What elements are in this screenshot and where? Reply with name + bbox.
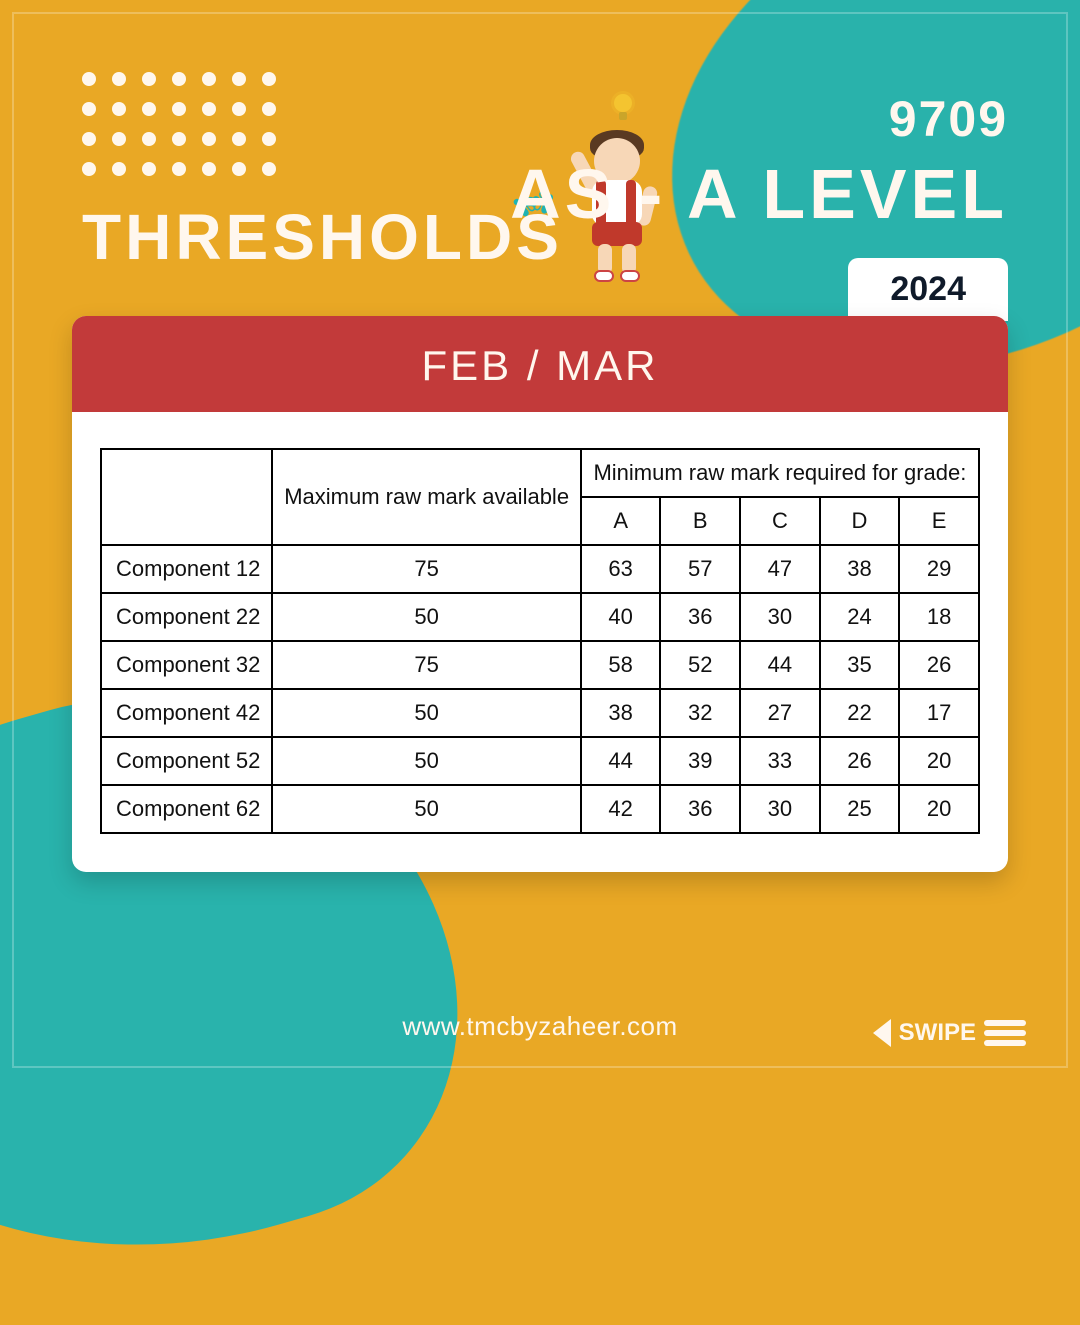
row-mark: 30: [740, 785, 820, 833]
row-mark: 26: [899, 641, 979, 689]
year-pill: 2024: [848, 258, 1008, 321]
row-mark: 36: [660, 785, 740, 833]
row-label: Component 42: [101, 689, 272, 737]
table-row: Component 32755852443526: [101, 641, 979, 689]
row-mark: 35: [820, 641, 900, 689]
row-mark: 40: [581, 593, 661, 641]
row-mark: 33: [740, 737, 820, 785]
row-label: Component 12: [101, 545, 272, 593]
row-mark: 24: [820, 593, 900, 641]
level-title: AS - A LEVEL: [510, 154, 1008, 234]
table-span-header: Minimum raw mark required for grade:: [581, 449, 979, 497]
chevron-left-icon: [873, 1019, 891, 1047]
table-grade-header: A: [581, 497, 661, 545]
row-label: Component 52: [101, 737, 272, 785]
subject-code: 9709: [510, 90, 1008, 148]
thresholds-card: FEB / MAR Maximum raw mark available Min…: [72, 316, 1008, 872]
table-row: Component 62504236302520: [101, 785, 979, 833]
row-mark: 57: [660, 545, 740, 593]
table-row: Component 52504439332620: [101, 737, 979, 785]
row-max: 50: [272, 593, 580, 641]
row-mark: 38: [581, 689, 661, 737]
row-mark: 39: [660, 737, 740, 785]
row-mark: 63: [581, 545, 661, 593]
row-label: Component 22: [101, 593, 272, 641]
row-mark: 32: [660, 689, 740, 737]
row-mark: 27: [740, 689, 820, 737]
session-header: FEB / MAR: [72, 316, 1008, 412]
table-blank-header: [101, 449, 272, 545]
title-thresholds: THRESHOLDS: [82, 200, 563, 274]
table-grade-header: E: [899, 497, 979, 545]
row-label: Component 32: [101, 641, 272, 689]
row-mark: 26: [820, 737, 900, 785]
table-row: Component 42503832272217: [101, 689, 979, 737]
row-mark: 29: [899, 545, 979, 593]
swipe-indicator: SWIPE: [873, 1016, 1026, 1050]
row-max: 75: [272, 545, 580, 593]
swipe-label: SWIPE: [899, 1019, 976, 1047]
table-max-header: Maximum raw mark available: [272, 449, 580, 545]
swipe-lines-icon: [984, 1016, 1026, 1050]
row-mark: 47: [740, 545, 820, 593]
table-grade-header: C: [740, 497, 820, 545]
table-row: Component 12756357473829: [101, 545, 979, 593]
dot-grid-icon: [82, 72, 276, 176]
row-mark: 38: [820, 545, 900, 593]
row-max: 75: [272, 641, 580, 689]
table-grade-header: B: [660, 497, 740, 545]
row-mark: 36: [660, 593, 740, 641]
header-right: 9709 AS - A LEVEL: [510, 90, 1008, 234]
table-row: Component 22504036302418: [101, 593, 979, 641]
row-mark: 25: [820, 785, 900, 833]
row-mark: 18: [899, 593, 979, 641]
row-max: 50: [272, 785, 580, 833]
row-max: 50: [272, 737, 580, 785]
row-mark: 17: [899, 689, 979, 737]
table-grade-header: D: [820, 497, 900, 545]
row-mark: 20: [899, 737, 979, 785]
table-wrap: Maximum raw mark available Minimum raw m…: [72, 412, 1008, 842]
row-mark: 22: [820, 689, 900, 737]
row-mark: 58: [581, 641, 661, 689]
row-mark: 20: [899, 785, 979, 833]
thresholds-table: Maximum raw mark available Minimum raw m…: [100, 448, 980, 834]
row-max: 50: [272, 689, 580, 737]
row-mark: 44: [740, 641, 820, 689]
row-label: Component 62: [101, 785, 272, 833]
row-mark: 52: [660, 641, 740, 689]
row-mark: 42: [581, 785, 661, 833]
row-mark: 44: [581, 737, 661, 785]
row-mark: 30: [740, 593, 820, 641]
